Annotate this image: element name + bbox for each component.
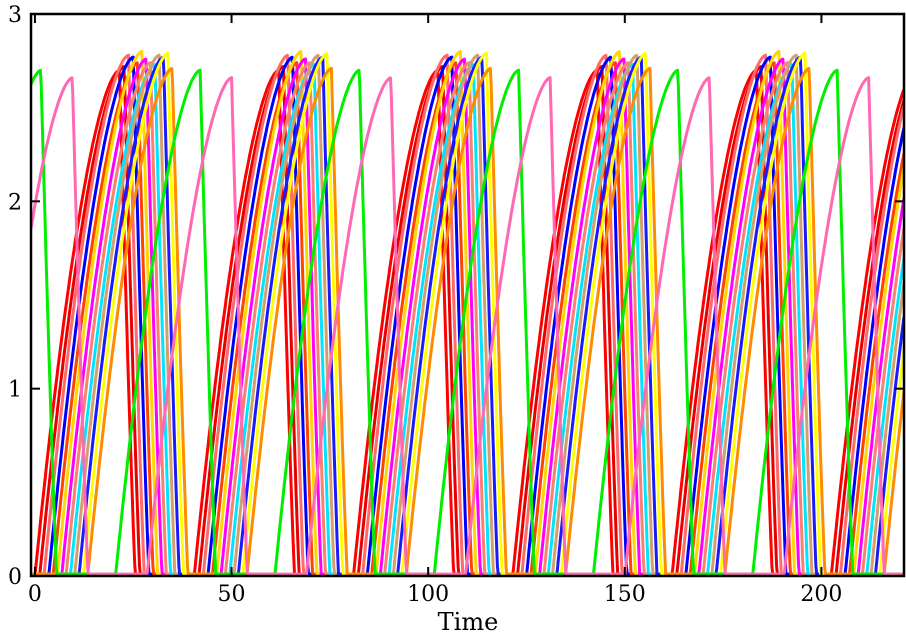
x-tick-label: 100 xyxy=(407,582,449,607)
series-line-15 xyxy=(31,76,904,576)
plot-frame xyxy=(29,12,906,578)
y-tick-label: 1 xyxy=(8,378,22,403)
x-axis-title: Time xyxy=(438,608,499,636)
x-tick-label: 150 xyxy=(604,582,646,607)
x-tick-label: 200 xyxy=(800,582,842,607)
series-line-10 xyxy=(31,53,904,576)
x-tick-label: 50 xyxy=(218,582,246,607)
series-line-14 xyxy=(31,68,904,576)
series-line-12 xyxy=(31,51,904,576)
y-tick-label: 2 xyxy=(8,190,22,215)
y-tick-label: 0 xyxy=(8,565,22,590)
x-tick-label: 0 xyxy=(28,582,42,607)
series-line-13 xyxy=(31,66,904,576)
y-tick-label: 3 xyxy=(8,3,22,28)
series-line-11 xyxy=(31,55,904,576)
axes-layer: 0 50 100 150 200 0 1 2 3 xyxy=(8,3,906,607)
series-layer xyxy=(31,50,904,576)
